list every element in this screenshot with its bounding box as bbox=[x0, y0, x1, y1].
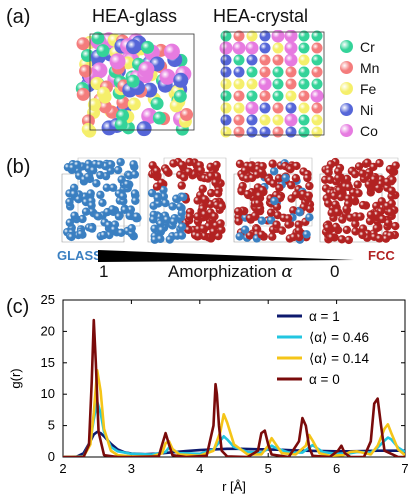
amorphization-axis-label: Amorphization α bbox=[168, 262, 293, 282]
x-tick-label: 7 bbox=[401, 461, 408, 476]
series-line-4 bbox=[63, 318, 405, 457]
legend-label: Mn bbox=[360, 59, 380, 76]
y-tick-label: 5 bbox=[48, 418, 55, 433]
legend-item-ni: Ni bbox=[340, 99, 412, 120]
cube-2 bbox=[147, 157, 227, 244]
amorphization-cubes-image bbox=[61, 157, 400, 245]
legend-swatch bbox=[340, 82, 353, 95]
hea-crystal-title: HEA-crystal bbox=[213, 6, 309, 26]
legend-entry: α = 0 bbox=[309, 372, 340, 387]
y-axis-label: g(r) bbox=[8, 368, 23, 388]
gr-chart: 2 3 4 5 6 7 0 5 10 15 20 25 r [Å] g(r) α = 1 ⟨α⟩ = 0.46… bbox=[8, 292, 409, 494]
panel-a-label: (a) bbox=[6, 6, 31, 28]
amorphization-value-1: 1 bbox=[99, 262, 109, 281]
cube-1 bbox=[61, 157, 142, 243]
plot-frame bbox=[62, 299, 406, 458]
element-legend: Cr Mn Fe Ni Co bbox=[340, 36, 412, 141]
legend-swatch bbox=[340, 40, 353, 53]
x-tick-label: 3 bbox=[128, 461, 135, 476]
x-tick-label: 4 bbox=[196, 461, 203, 476]
legend-label: Co bbox=[360, 122, 378, 139]
legend-label: Ni bbox=[360, 101, 374, 118]
hea-glass-title: HEA-glass bbox=[92, 6, 178, 26]
legend-swatch bbox=[340, 103, 353, 116]
y-tick-label: 15 bbox=[41, 355, 55, 370]
cube-4 bbox=[319, 157, 400, 245]
panel-b-label: (b) bbox=[6, 156, 31, 178]
amorphization-word: Amorphization bbox=[168, 262, 277, 281]
fcc-label: FCC bbox=[368, 248, 395, 263]
legend-swatch bbox=[340, 61, 353, 74]
legend-item-mn: Mn bbox=[340, 57, 412, 78]
series-line-3 bbox=[63, 369, 405, 457]
panel-c-label: (c) bbox=[6, 296, 30, 318]
x-tick-label: 2 bbox=[59, 461, 66, 476]
y-tick-label: 0 bbox=[48, 449, 55, 464]
legend-swatch bbox=[340, 124, 353, 137]
legend-entry: ⟨α⟩ = 0.46 bbox=[309, 330, 369, 345]
legend-item-co: Co bbox=[340, 120, 412, 141]
y-tick-label: 10 bbox=[41, 386, 55, 401]
legend-entry: α = 1 bbox=[309, 309, 340, 324]
glass-label: GLASS bbox=[57, 248, 102, 263]
hea-glass-image bbox=[75, 31, 195, 138]
y-tick-label: 20 bbox=[41, 323, 55, 338]
x-tick-label: 6 bbox=[333, 461, 340, 476]
legend-label: Fe bbox=[360, 80, 377, 97]
amorphization-wedge bbox=[98, 250, 354, 262]
alpha-symbol: α bbox=[281, 262, 293, 282]
legend-entry: ⟨α⟩ = 0.14 bbox=[309, 351, 369, 366]
cube-3 bbox=[233, 157, 315, 244]
legend-item-cr: Cr bbox=[340, 36, 412, 57]
hea-crystal-image bbox=[219, 30, 325, 138]
amorphization-value-0: 0 bbox=[330, 262, 340, 281]
legend-label: Cr bbox=[360, 38, 375, 55]
x-axis-label: r [Å] bbox=[222, 479, 246, 494]
y-tick-label: 25 bbox=[41, 292, 55, 307]
legend-item-fe: Fe bbox=[340, 78, 412, 99]
x-tick-label: 5 bbox=[265, 461, 272, 476]
